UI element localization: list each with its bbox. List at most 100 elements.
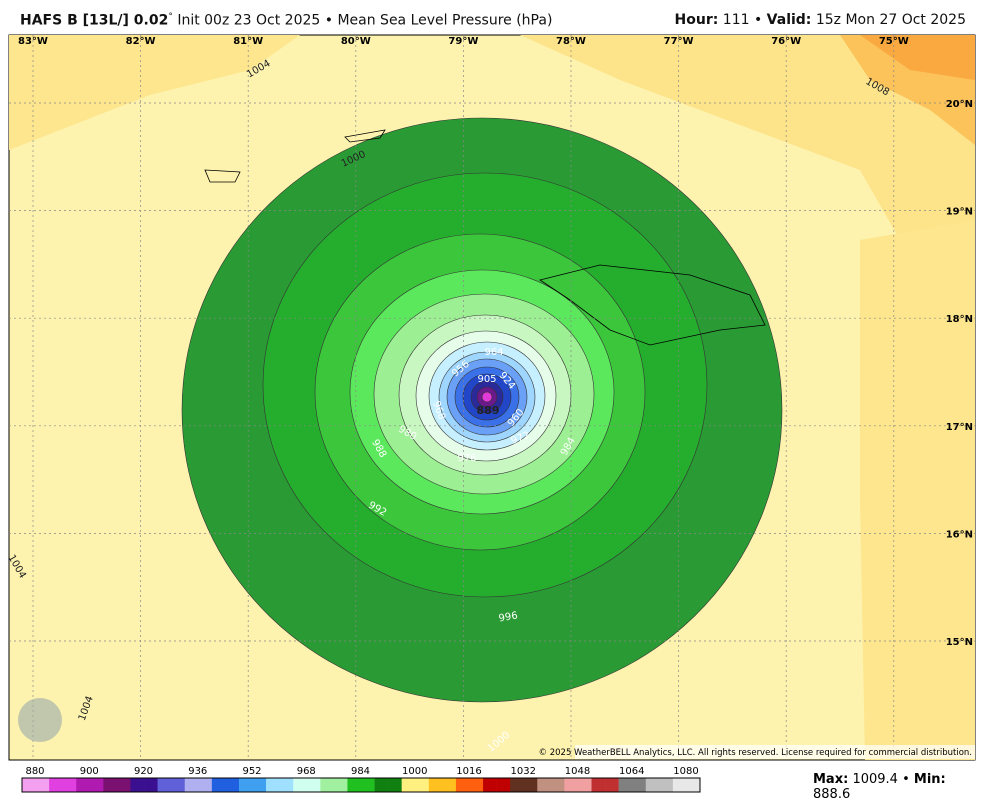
colorbar-swatch — [347, 778, 362, 792]
logo — [18, 698, 62, 742]
colorbar-label: 968 — [297, 766, 316, 777]
colorbar-swatch — [184, 778, 199, 792]
colorbar: 880 900 920 936 952 968 984 1000 1016 1032 1048 106… — [21, 766, 701, 793]
colorbar-label: 1016 — [456, 766, 481, 777]
colorbar-label: 936 — [188, 766, 207, 777]
contour-label: 996 — [498, 610, 519, 624]
lon-label: 83°W — [18, 36, 48, 47]
colorbar-swatch — [483, 778, 497, 792]
copyright: © 2025 WeatherBELL Analytics, LLC. All r… — [539, 748, 972, 758]
lat-label: 15°N — [946, 637, 973, 648]
valid-label: Valid: — [766, 12, 812, 28]
colorbar-swatch — [171, 778, 186, 792]
colorbar-swatch — [293, 778, 308, 792]
colorbar-swatch — [605, 778, 619, 792]
colorbar-swatch — [672, 778, 687, 792]
pressure-field — [181, 117, 783, 703]
valid-info: Hour: 111 • Valid: 15z Mon 27 Oct 2025 — [675, 12, 966, 28]
colorbar-swatch — [401, 778, 416, 792]
max: 1009.4 — [852, 772, 898, 787]
copyright-bg — [575, 745, 975, 759]
colorbar-swatch — [415, 778, 430, 792]
colorbar-swatch — [428, 778, 443, 792]
land-shade — [9, 35, 300, 150]
colorbar-label: 1000 — [402, 766, 427, 777]
colorbar-swatch — [252, 778, 267, 792]
colorbar-label: 984 — [351, 766, 370, 777]
sep: • — [902, 772, 910, 787]
land-shade — [860, 35, 975, 80]
init: Init 00z 23 Oct 2025 • Mean Sea Level Pr… — [177, 12, 553, 29]
lat-label: 17°N — [946, 422, 973, 433]
model: HAFS B [13L/] 0.02 — [20, 12, 169, 29]
min-label: Min: — [913, 772, 946, 787]
colorbar-swatch — [591, 778, 606, 792]
colorbar-label: 900 — [80, 766, 99, 777]
colorbar-swatch — [320, 778, 335, 792]
colorbar-swatch — [49, 778, 63, 792]
colorbar-swatch — [645, 778, 660, 792]
header: HAFS B [13L/] 0.02° Init 00z 23 Oct 2025… — [20, 12, 966, 32]
colorbar-swatch — [442, 778, 457, 792]
colorbar-swatch — [144, 778, 158, 792]
colorbar-swatch — [469, 778, 484, 792]
degree: ° — [168, 12, 173, 22]
colorbar-swatch — [510, 778, 525, 792]
lon-label: 79°W — [448, 36, 478, 47]
lon-label: 81°W — [233, 36, 263, 47]
lon-label: 77°W — [664, 36, 694, 47]
colorbar-swatch — [211, 778, 226, 792]
colorbar-frame — [21, 777, 701, 793]
colorbar-label: 952 — [242, 766, 261, 777]
colorbar-swatch — [62, 778, 77, 792]
lon-label: 82°W — [126, 36, 156, 47]
colorbar-swatch — [198, 778, 213, 792]
colorbar-label: 1048 — [565, 766, 590, 777]
colorbar-swatch — [496, 778, 511, 792]
colorbar-label: 920 — [134, 766, 153, 777]
colorbar-swatch — [333, 778, 348, 792]
colorbar-swatch — [238, 778, 253, 792]
colorbar-swatch — [374, 778, 389, 792]
lat-label: 16°N — [946, 529, 973, 540]
colorbar-swatch — [266, 778, 280, 792]
land-shade — [860, 220, 975, 760]
colorbar-label: 880 — [25, 766, 44, 777]
lon-label: 76°W — [771, 36, 801, 47]
contour-label: 964 — [484, 347, 503, 358]
land-shade — [520, 35, 975, 300]
colorbar-swatch — [89, 778, 104, 792]
colorbar-swatch — [130, 778, 145, 792]
colorbar-swatch — [76, 778, 91, 792]
contour-label: 905 — [477, 374, 496, 385]
lat-label: 20°N — [946, 99, 973, 110]
contour-label: 976 — [457, 453, 476, 464]
hour: 111 • — [722, 12, 763, 28]
colorbar-swatch — [279, 778, 294, 792]
colorbar-swatch — [35, 778, 50, 792]
colorbar-swatch — [523, 778, 538, 792]
colorbar-swatch — [564, 778, 579, 792]
hour-label: Hour: — [674, 12, 719, 28]
lon-label: 75°W — [879, 36, 909, 47]
graticule — [9, 35, 975, 760]
colorbar-swatch — [659, 778, 674, 792]
contour-label: 889 — [477, 404, 500, 417]
colorbar-swatch — [116, 778, 131, 792]
isobar-band — [481, 391, 493, 403]
colorbar-swatch — [550, 778, 565, 792]
lat-label: 19°N — [946, 207, 973, 218]
title: HAFS B [13L/] 0.02° Init 00z 23 Oct 2025… — [20, 12, 552, 29]
colorbar-swatch — [537, 778, 552, 792]
lat-label: 18°N — [946, 314, 973, 325]
valid: 15z Mon 27 Oct 2025 — [815, 12, 966, 28]
colorbar-swatch — [103, 778, 118, 792]
colorbar-swatch — [157, 778, 172, 792]
colorbar-label: 1064 — [619, 766, 644, 777]
coastline — [539, 264, 766, 346]
colorbar-swatch — [618, 778, 633, 792]
footer: Max: 1009.4 • Min: 888.6 — [813, 772, 984, 802]
colorbar-swatch — [632, 778, 647, 792]
